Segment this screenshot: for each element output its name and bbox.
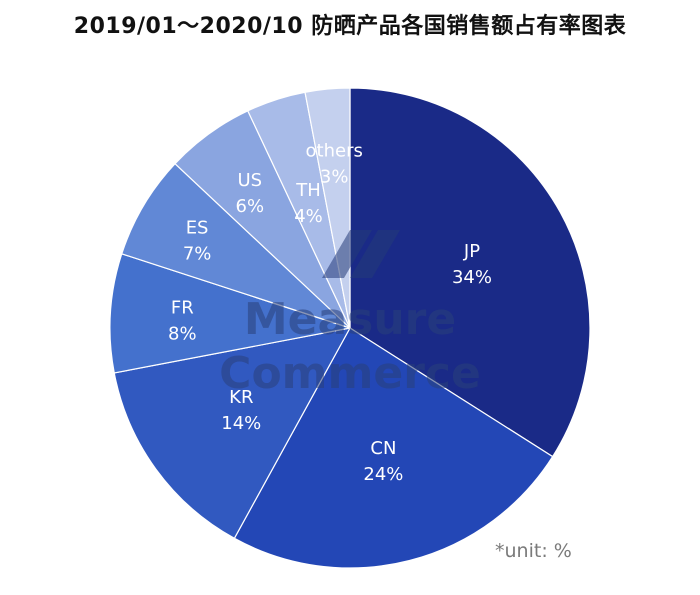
pie-labels: JP 34% CN 24% KR 14% FR 8% ES 7% US 6% TH 4% others 3% <box>168 141 492 486</box>
slice-label-us: US <box>237 170 262 191</box>
pie-slice-cn <box>233 327 554 569</box>
slice-label-fr: FR <box>171 298 194 319</box>
slice-value-cn: 24% <box>363 464 403 485</box>
slice-value-others: 3% <box>320 167 349 188</box>
slice-value-fr: 8% <box>168 324 197 345</box>
slice-label-jp: JP <box>463 241 480 262</box>
slice-label-kr: KR <box>229 387 253 408</box>
unit-note: *unit: % <box>495 540 572 562</box>
slice-value-es: 7% <box>183 244 212 265</box>
slice-value-jp: 34% <box>452 267 492 288</box>
pie-slice-jp <box>349 87 591 458</box>
slice-value-th: 4% <box>294 206 323 227</box>
pie-slice-fr <box>109 253 351 374</box>
slice-value-kr: 14% <box>221 413 261 434</box>
pie-slices <box>109 87 591 569</box>
chart-title: 2019/01～2020/10 防晒产品各国销售额占有率图表 <box>73 14 627 39</box>
slice-value-us: 6% <box>236 196 265 217</box>
watermark: Measure Commerce <box>219 230 481 399</box>
slice-label-others: others <box>306 141 363 162</box>
pie-slice-kr <box>113 327 352 540</box>
watermark-line1: Measure <box>244 294 456 345</box>
slice-label-es: ES <box>186 218 209 239</box>
slice-label-cn: CN <box>370 438 396 459</box>
watermark-logo-icon <box>322 230 400 278</box>
watermark-line2: Commerce <box>219 348 481 399</box>
slice-label-th: TH <box>295 180 321 201</box>
pie-slice-es <box>120 162 351 329</box>
